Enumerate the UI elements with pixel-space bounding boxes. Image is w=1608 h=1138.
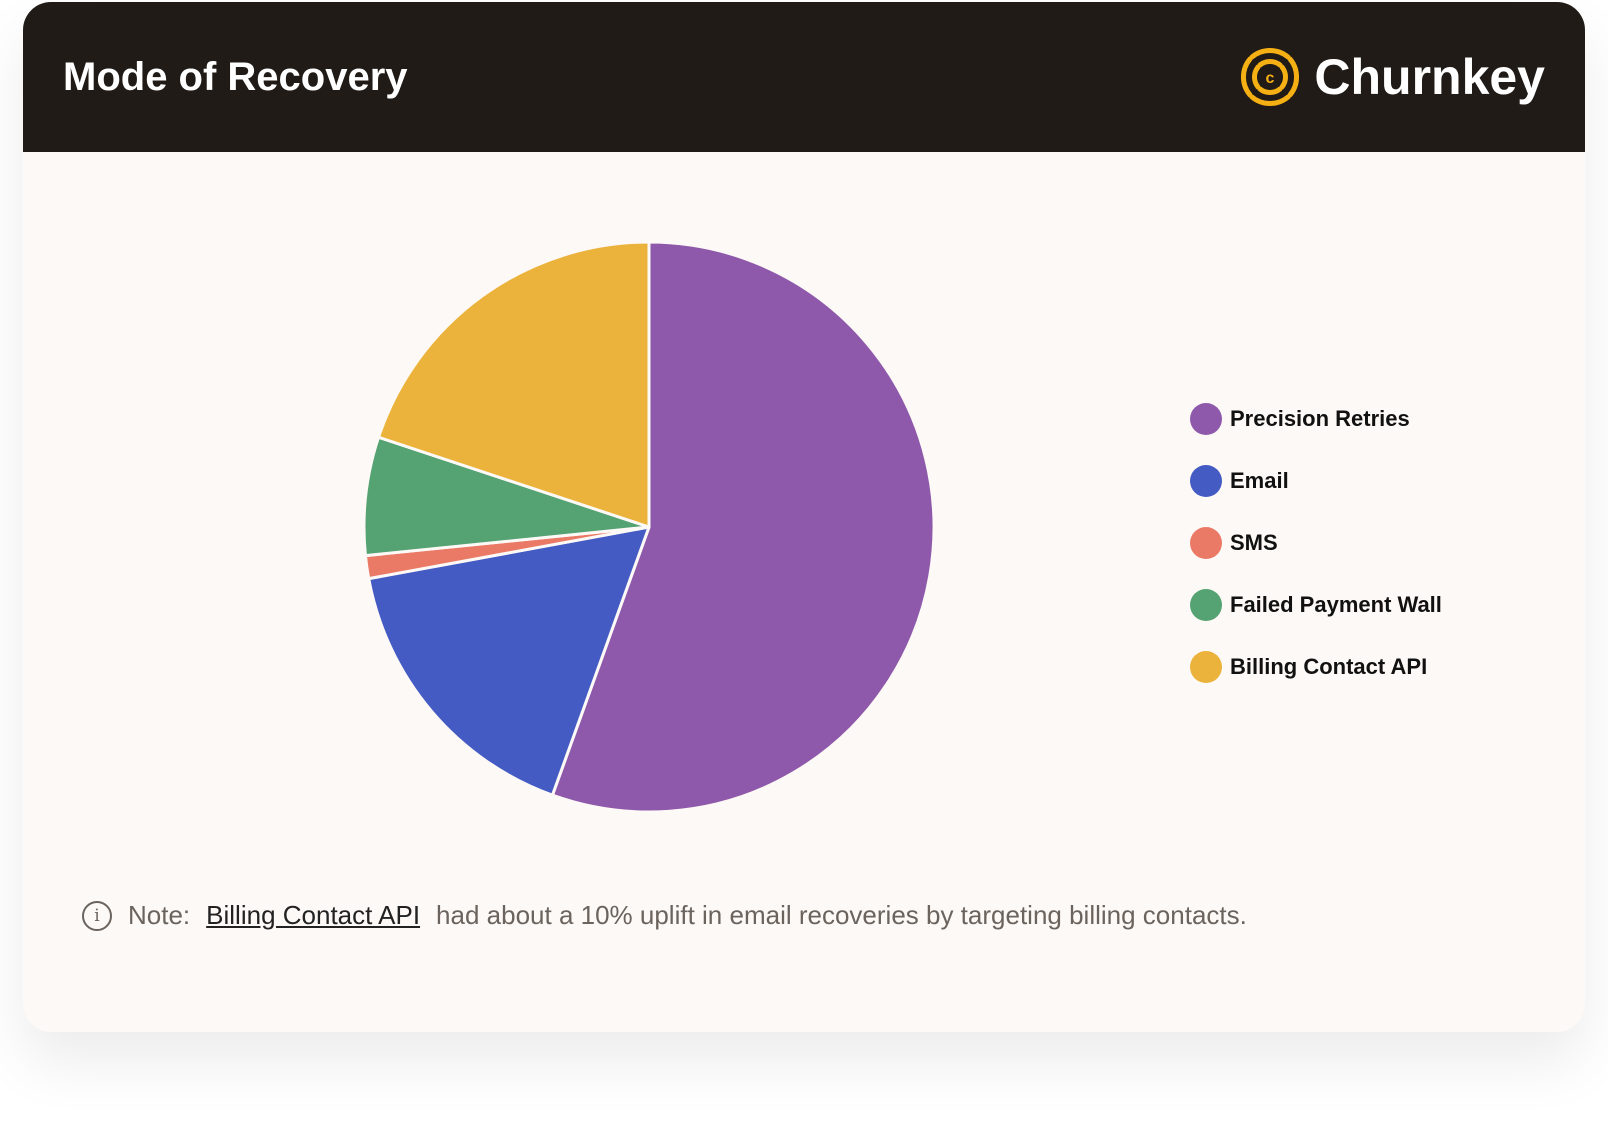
billing-contact-api-link[interactable]: Billing Contact API bbox=[206, 900, 421, 930]
legend-label: Failed Payment Wall bbox=[1230, 592, 1442, 617]
note: i Note: Billing Contact API had about a … bbox=[82, 900, 1247, 931]
legend-swatch bbox=[1190, 465, 1222, 497]
legend-item[interactable]: Email bbox=[1190, 450, 1442, 512]
legend-label: SMS bbox=[1230, 530, 1278, 555]
pie-slice-failed-payment-wall[interactable] bbox=[362, 435, 651, 558]
note-text: had about a 10% uplift in email recoveri… bbox=[436, 900, 1247, 930]
legend-label: Billing Contact API bbox=[1230, 654, 1428, 679]
pie-slice-billing-contact-api[interactable] bbox=[377, 240, 651, 529]
chart-title: Mode of Recovery bbox=[63, 54, 408, 99]
svg-text:c: c bbox=[1266, 70, 1275, 87]
legend: Precision Retries Email SMS Failed Payment … bbox=[1190, 388, 1442, 698]
legend-label: Precision Retries bbox=[1230, 406, 1410, 431]
header: Mode of Recovery c Churnkey bbox=[23, 2, 1585, 152]
info-icon: i bbox=[82, 900, 112, 931]
legend-swatch bbox=[1190, 589, 1222, 621]
legend-swatch bbox=[1190, 651, 1222, 683]
note-prefix: Note: bbox=[128, 900, 191, 930]
pie-slice-email[interactable] bbox=[367, 525, 651, 797]
churnkey-logo-icon: c bbox=[1241, 48, 1300, 106]
legend-item[interactable]: Precision Retries bbox=[1190, 388, 1442, 450]
legend-item[interactable]: SMS bbox=[1190, 512, 1442, 574]
legend-item[interactable]: Billing Contact API bbox=[1190, 636, 1442, 698]
chart-card: Mode of Recovery c Churnkey bbox=[23, 2, 1585, 1032]
pie-slice-precision-retries[interactable] bbox=[550, 240, 936, 814]
legend-item[interactable]: Failed Payment Wall bbox=[1190, 574, 1442, 636]
legend-swatch bbox=[1190, 403, 1222, 435]
legend-swatch bbox=[1190, 527, 1222, 559]
brand-name: Churnkey bbox=[1314, 49, 1545, 105]
pie-chart bbox=[362, 240, 936, 814]
brand-logo: c Churnkey bbox=[1238, 45, 1545, 109]
legend-label: Email bbox=[1230, 468, 1289, 493]
